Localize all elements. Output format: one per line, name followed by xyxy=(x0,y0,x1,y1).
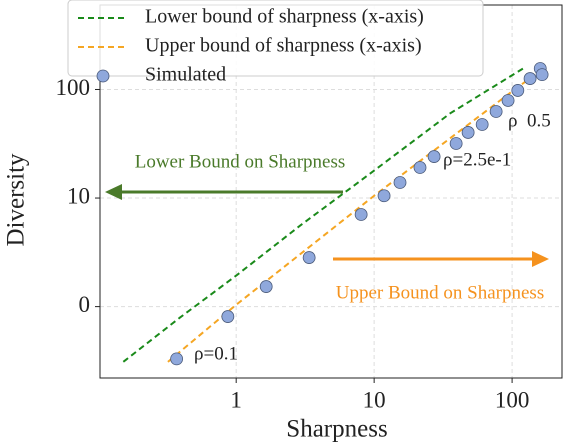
point xyxy=(449,137,463,150)
x-tick-label: 10 xyxy=(363,387,386,412)
y-axis-label: Diversity xyxy=(3,153,30,247)
legend-box xyxy=(67,0,484,77)
point xyxy=(501,94,515,107)
point xyxy=(461,126,475,139)
annotation: Upper Bound on Sharpness xyxy=(336,282,544,303)
point xyxy=(393,176,407,189)
x-tick-label: 100 xyxy=(495,387,530,412)
line xyxy=(122,66,526,363)
legend-label: Lower bound of sharpness (x-axis) xyxy=(145,6,424,28)
point xyxy=(427,150,441,163)
line xyxy=(167,66,546,363)
y-tick-label: 10 xyxy=(67,183,90,208)
annotation: ρ 0.5 xyxy=(508,110,551,131)
x-axis-label: Sharpness xyxy=(286,416,387,443)
legend-swatch xyxy=(96,69,110,83)
point xyxy=(221,310,235,323)
point xyxy=(259,280,273,293)
point xyxy=(302,251,316,264)
arrow-head xyxy=(105,184,122,200)
point xyxy=(511,84,525,97)
legend-label: Upper bound of sharpness (x-axis) xyxy=(145,35,422,57)
point xyxy=(523,72,537,85)
annotation: Lower Bound on Sharpness xyxy=(135,151,346,172)
x-tick-label: 1 xyxy=(230,387,242,412)
point xyxy=(170,352,184,366)
y-tick-label: 0 xyxy=(79,292,91,317)
point xyxy=(489,105,503,118)
legend-label: Simulated xyxy=(145,64,226,86)
annotation: ρ=0.1 xyxy=(194,343,238,364)
point xyxy=(354,208,368,221)
arrow-head xyxy=(532,251,549,267)
point xyxy=(413,161,427,174)
point xyxy=(535,68,549,82)
point xyxy=(377,189,391,203)
y-tick-label: 100 xyxy=(56,75,91,100)
point xyxy=(475,118,489,131)
annotation: ρ=2.5e-1 xyxy=(443,149,511,170)
